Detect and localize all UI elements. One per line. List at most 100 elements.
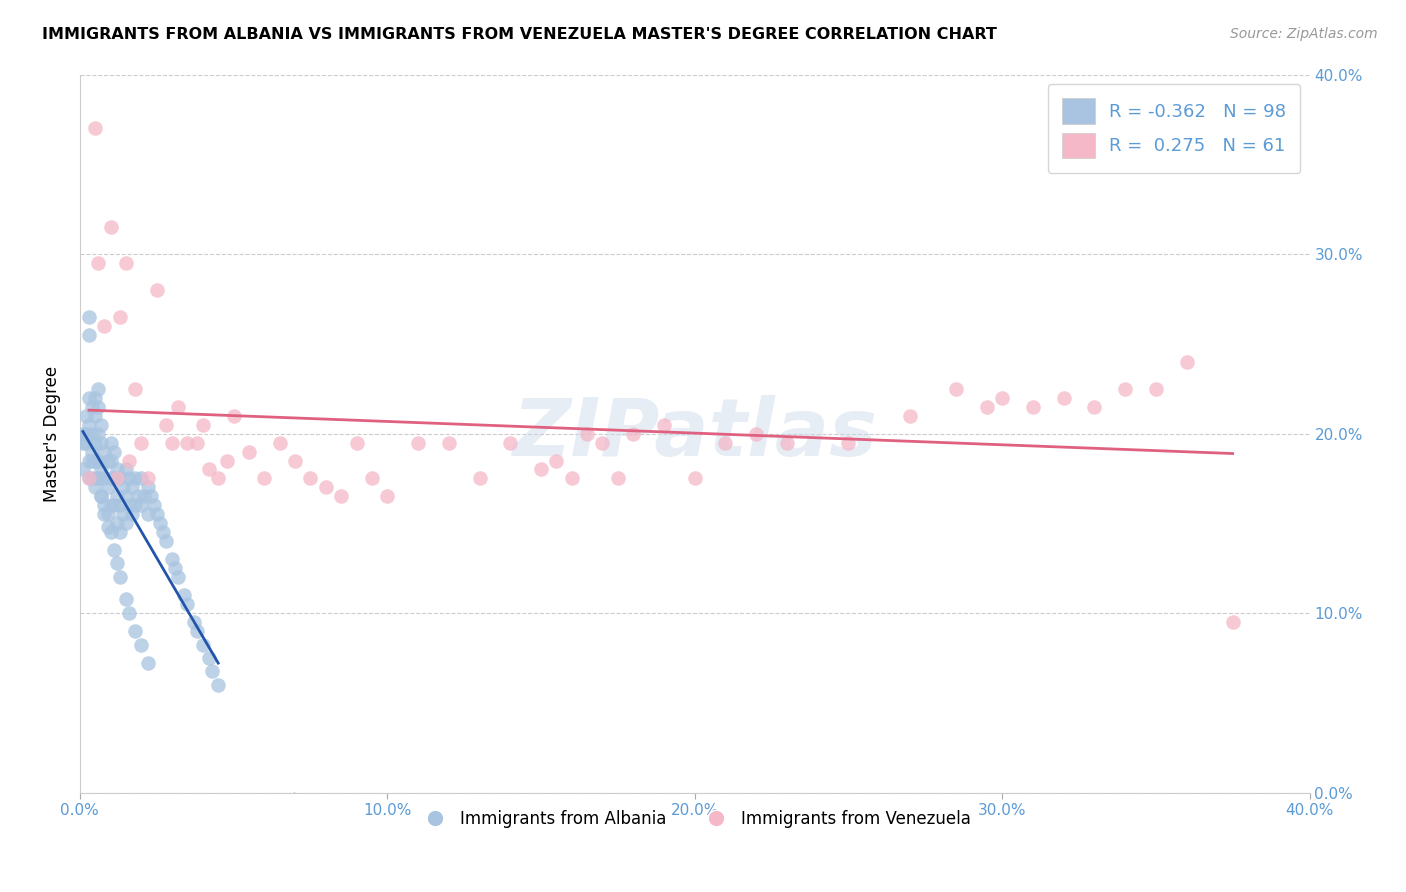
Point (176, 597, 198, 611)
Point (269, 435, 291, 450)
Point (134, 490, 156, 504)
Point (1083, 400, 1105, 414)
Point (330, 490, 353, 504)
Point (105, 516, 128, 531)
Point (111, 508, 134, 522)
Point (375, 490, 398, 504)
Point (299, 471, 322, 485)
Point (167, 400, 190, 414)
Point (167, 570, 190, 584)
Point (100, 435, 122, 450)
Point (96, 480, 118, 494)
Point (136, 508, 159, 522)
Point (837, 435, 859, 450)
Point (136, 657, 159, 671)
Point (115, 256, 138, 270)
Legend: Immigrants from Albania, Immigrants from Venezuela: Immigrants from Albania, Immigrants from… (412, 804, 977, 835)
Point (191, 639, 214, 653)
Point (576, 426, 599, 441)
Point (93, 499, 115, 513)
Point (103, 499, 125, 513)
Point (77, 453, 100, 467)
Point (72, 462, 94, 476)
Point (136, 480, 159, 494)
Point (121, 480, 143, 494)
Point (124, 624, 146, 638)
Point (155, 534, 177, 549)
Point (84, 409, 107, 423)
Point (90, 490, 112, 504)
Point (652, 417, 675, 432)
Point (90, 417, 112, 432)
Point (115, 462, 138, 476)
Point (108, 310, 131, 324)
Point (207, 678, 229, 692)
Point (561, 471, 583, 485)
Point (105, 490, 128, 504)
Point (100, 453, 122, 467)
Point (115, 490, 138, 504)
Point (1114, 382, 1136, 396)
Point (93, 508, 115, 522)
Point (105, 556, 128, 570)
Point (284, 453, 307, 467)
Point (75, 409, 97, 423)
Point (683, 471, 706, 485)
Point (84, 453, 107, 467)
Point (100, 525, 122, 540)
Point (82, 400, 104, 414)
Point (72, 435, 94, 450)
Point (1175, 355, 1198, 369)
Point (173, 588, 195, 602)
Point (131, 435, 153, 450)
Point (198, 651, 221, 665)
Point (468, 471, 491, 485)
Point (108, 525, 131, 540)
Point (103, 471, 125, 485)
Point (991, 391, 1014, 405)
Point (115, 591, 138, 606)
Point (96, 453, 118, 467)
Point (90, 435, 112, 450)
Point (361, 471, 384, 485)
Point (136, 471, 159, 485)
Point (108, 570, 131, 584)
Point (121, 508, 143, 522)
Point (100, 471, 122, 485)
Point (945, 382, 967, 396)
Point (82, 444, 104, 458)
Text: Source: ZipAtlas.com: Source: ZipAtlas.com (1230, 27, 1378, 41)
Point (1144, 382, 1167, 396)
Point (82, 471, 104, 485)
Point (238, 444, 260, 458)
Point (621, 426, 644, 441)
Point (87, 453, 110, 467)
Point (499, 435, 522, 450)
Point (253, 471, 276, 485)
Point (165, 561, 187, 575)
Point (898, 409, 921, 423)
Point (75, 426, 97, 441)
Point (315, 480, 337, 494)
Point (84, 453, 107, 467)
Point (87, 400, 110, 414)
Point (714, 435, 737, 450)
Point (131, 639, 153, 653)
Point (82, 453, 104, 467)
Point (1052, 391, 1074, 405)
Point (160, 435, 183, 450)
Point (72, 426, 94, 441)
Point (96, 508, 118, 522)
Text: IMMIGRANTS FROM ALBANIA VS IMMIGRANTS FROM VENEZUELA MASTER'S DEGREE CORRELATION: IMMIGRANTS FROM ALBANIA VS IMMIGRANTS FR… (42, 27, 997, 42)
Point (84, 121, 107, 136)
Point (118, 606, 141, 620)
Point (186, 624, 208, 638)
Point (118, 499, 141, 513)
Point (776, 435, 799, 450)
Point (124, 499, 146, 513)
Point (84, 391, 107, 405)
Point (131, 471, 153, 485)
Point (87, 426, 110, 441)
Point (546, 453, 568, 467)
Point (84, 480, 107, 494)
